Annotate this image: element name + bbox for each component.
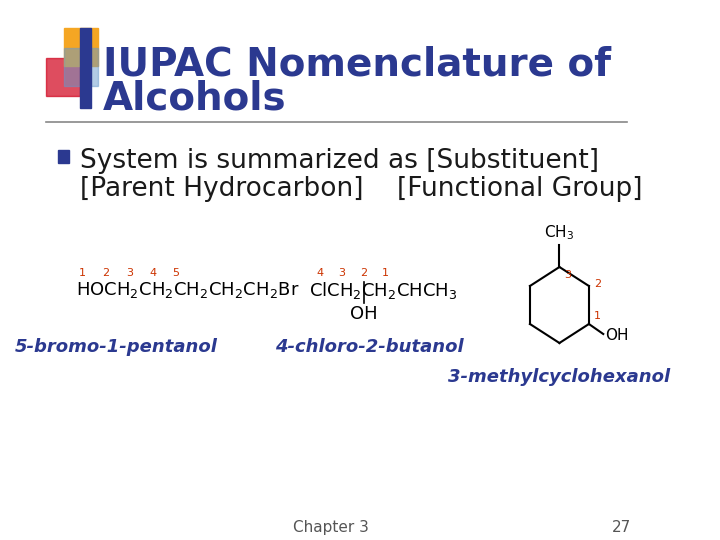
Text: 4: 4 xyxy=(317,268,324,278)
Text: 1: 1 xyxy=(79,268,86,278)
Text: 27: 27 xyxy=(612,520,631,535)
Text: 1: 1 xyxy=(382,268,389,278)
Text: OH: OH xyxy=(351,305,378,323)
Text: 5-bromo-1-pentanol: 5-bromo-1-pentanol xyxy=(14,338,217,356)
Bar xyxy=(80,28,91,108)
Text: 5: 5 xyxy=(173,268,179,278)
Text: 4: 4 xyxy=(149,268,156,278)
Text: CH$_3$: CH$_3$ xyxy=(544,224,575,242)
Bar xyxy=(58,150,69,163)
Text: 4-chloro-2-butanol: 4-chloro-2-butanol xyxy=(275,338,464,356)
Text: ClCH$_2$CH$_2$CHCH$_3$: ClCH$_2$CH$_2$CHCH$_3$ xyxy=(309,280,457,301)
Text: 3: 3 xyxy=(564,270,571,280)
Bar xyxy=(64,48,98,86)
Text: [Parent Hydrocarbon]    [Functional Group]: [Parent Hydrocarbon] [Functional Group] xyxy=(80,176,643,202)
Text: 3: 3 xyxy=(338,268,345,278)
Text: 2: 2 xyxy=(102,268,109,278)
Bar xyxy=(64,28,98,66)
Text: 3: 3 xyxy=(126,268,133,278)
Text: System is summarized as [Substituent]: System is summarized as [Substituent] xyxy=(80,148,599,174)
Bar xyxy=(46,58,80,96)
Text: HOCH$_2$CH$_2$CH$_2$CH$_2$CH$_2$Br: HOCH$_2$CH$_2$CH$_2$CH$_2$CH$_2$Br xyxy=(76,280,299,300)
Text: Alcohols: Alcohols xyxy=(102,80,286,118)
Text: 2: 2 xyxy=(594,279,601,289)
Text: OH: OH xyxy=(605,328,629,343)
Text: 2: 2 xyxy=(361,268,368,278)
Text: 3-methylcyclohexanol: 3-methylcyclohexanol xyxy=(449,368,670,386)
Text: IUPAC Nomenclature of: IUPAC Nomenclature of xyxy=(102,45,611,83)
Text: Chapter 3: Chapter 3 xyxy=(293,520,369,535)
Text: 1: 1 xyxy=(594,311,601,321)
